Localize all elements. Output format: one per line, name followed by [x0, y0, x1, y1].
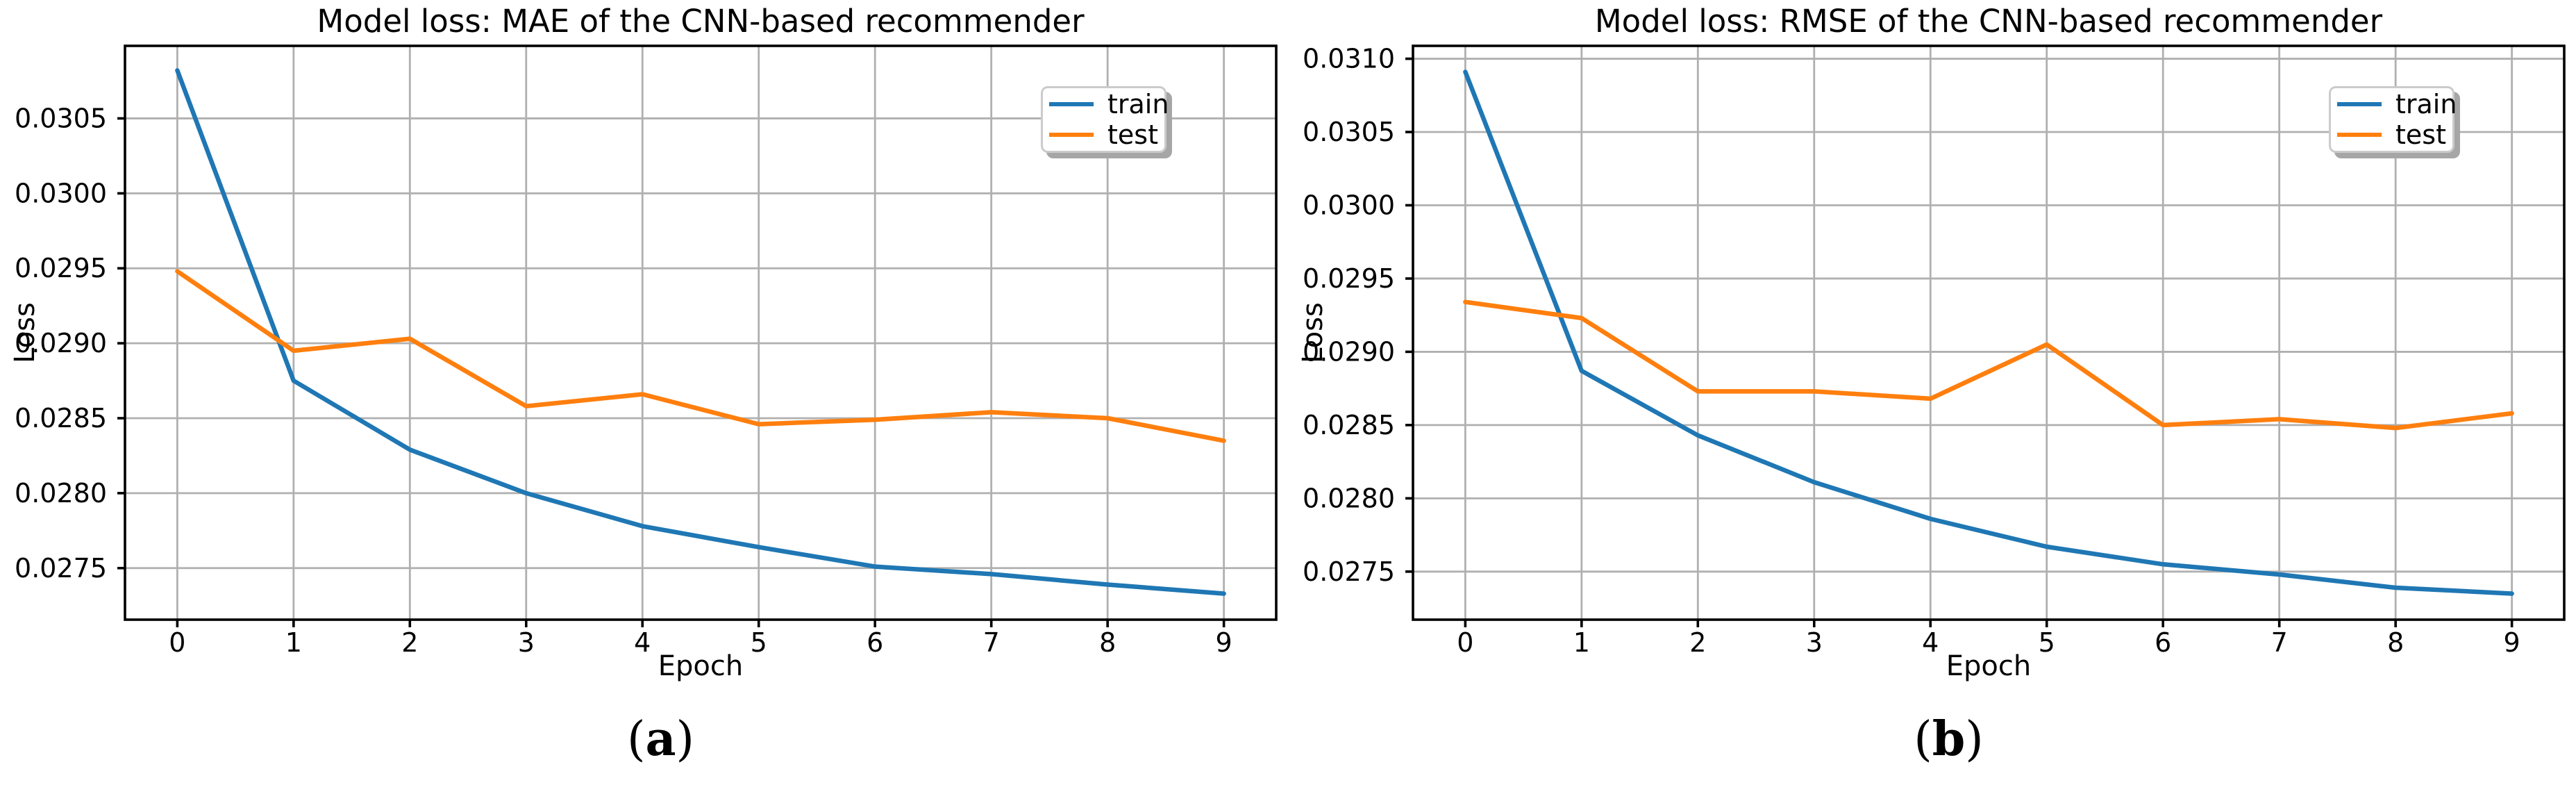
x-tick-label: 0	[1457, 627, 1473, 658]
x-tick-label: 6	[867, 627, 883, 658]
caption-b-open-paren: (	[1914, 712, 1932, 767]
chart-rmse: 0 1 2 3 4 5 6 7 8 9 0.0275 0.0280 0.0285 0.0290 0.0295…	[1288, 0, 2576, 785]
x-tick-label: 9	[2504, 627, 2520, 658]
caption-b-close-paren: )	[1965, 712, 1984, 767]
legend-label-train: train	[2395, 89, 2457, 119]
legend-row-train: train	[1043, 89, 1169, 119]
train-line-swatch	[1049, 102, 1094, 106]
y-tick-label: 0.0295	[1303, 263, 1395, 294]
caption-b-letter: b	[1932, 711, 1966, 767]
mae-legend: train test	[1041, 86, 1169, 153]
y-tick-label: 0.0275	[1303, 556, 1395, 587]
x-tick-label: 8	[2387, 627, 2404, 658]
caption-a-open-paren: (	[626, 712, 646, 767]
y-tick-label: 0.0310	[1303, 44, 1395, 74]
x-tick-label: 6	[2155, 627, 2171, 658]
mae-chart-title: Model loss: MAE of the CNN-based recomme…	[317, 3, 1085, 40]
legend-label-test: test	[1107, 119, 1158, 150]
y-tick-label: 0.0280	[1303, 483, 1395, 513]
y-tick-label: 0.0285	[15, 403, 107, 433]
test-line-swatch	[1049, 133, 1094, 137]
tick-marks	[117, 117, 1226, 627]
rmse-y-axis-label: Loss	[1297, 302, 1329, 363]
mae-y-axis-label: Loss	[9, 302, 41, 363]
y-tick-label: 0.0290	[15, 328, 107, 358]
x-tick-label: 9	[1216, 627, 1232, 658]
y-tick-label: 0.0290	[1303, 336, 1395, 367]
x-tick-label: 3	[518, 627, 535, 658]
y-tick-label: 0.0305	[1303, 117, 1395, 147]
y-tick-label: 0.0285	[1303, 410, 1395, 440]
x-tick-label: 7	[983, 627, 1000, 658]
train-line	[175, 68, 1226, 596]
chart-mae: 0 1 2 3 4 5 6 7 8 9 0.0275 0.0280 0.0285 0.0290 0.0295…	[9, 3, 1278, 766]
rmse-x-axis-label: Epoch	[1946, 650, 2032, 682]
x-tick-label: 4	[1922, 627, 1939, 658]
y-tick-label: 0.0300	[1303, 190, 1395, 220]
y-tick-label: 0.0300	[15, 178, 107, 208]
rmse-plot-svg: 0 1 2 3 4 5 6 7 8 9 0.0275 0.0280 0.0285 0.0290 0.0295…	[1303, 44, 2566, 658]
mae-x-axis-label: Epoch	[658, 650, 744, 682]
test-line	[175, 269, 1226, 443]
legend-row-train: train	[2331, 89, 2457, 119]
rmse-legend: train test	[2329, 86, 2457, 153]
x-tick-label: 5	[751, 627, 767, 658]
x-tick-label: 3	[1806, 627, 1823, 658]
x-tick-label: 2	[401, 627, 418, 658]
gridlines	[1413, 46, 2564, 620]
x-tick-label: 5	[2039, 627, 2055, 658]
x-tick-label: 8	[1099, 627, 1116, 658]
x-tick-label: 2	[1689, 627, 1706, 658]
train-line-swatch	[2337, 102, 2382, 106]
legend-row-test: test	[2331, 119, 2452, 150]
x-tick-label: 7	[2271, 627, 2288, 658]
test-line	[1463, 299, 2514, 431]
rmse-chart-title: Model loss: RMSE of the CNN-based recomm…	[1594, 3, 2383, 40]
train-line	[1463, 69, 2514, 596]
y-tick-label: 0.0275	[15, 553, 107, 584]
caption-b: (b)	[1305, 713, 2576, 766]
caption-a-close-paren: )	[676, 712, 695, 767]
legend-row-test: test	[1043, 119, 1164, 150]
tick-labels: 0 1 2 3 4 5 6 7 8 9 0.0275 0.0280 0.0285 0.0290 0.0295…	[1303, 44, 2520, 658]
x-tick-label: 0	[169, 627, 185, 658]
test-line-swatch	[2337, 133, 2382, 137]
y-tick-label: 0.0280	[15, 478, 107, 509]
caption-a: (a)	[17, 713, 1305, 766]
y-tick-label: 0.0295	[15, 253, 107, 283]
x-tick-label: 1	[1573, 627, 1590, 658]
axes-spines	[124, 44, 1278, 621]
y-tick-label: 0.0305	[15, 103, 107, 133]
legend-label-train: train	[1107, 89, 1169, 119]
x-tick-label: 1	[285, 627, 302, 658]
tick-labels: 0 1 2 3 4 5 6 7 8 9 0.0275 0.0280 0.0285 0.0290 0.0295…	[15, 103, 1232, 658]
tick-marks	[1405, 57, 2514, 627]
caption-a-letter: a	[645, 711, 676, 767]
mae-plot-svg: 0 1 2 3 4 5 6 7 8 9 0.0275 0.0280 0.0285 0.0290 0.0295…	[15, 44, 1278, 658]
legend-label-test: test	[2395, 119, 2446, 150]
axes-spines	[1412, 44, 2566, 621]
x-tick-label: 4	[634, 627, 651, 658]
